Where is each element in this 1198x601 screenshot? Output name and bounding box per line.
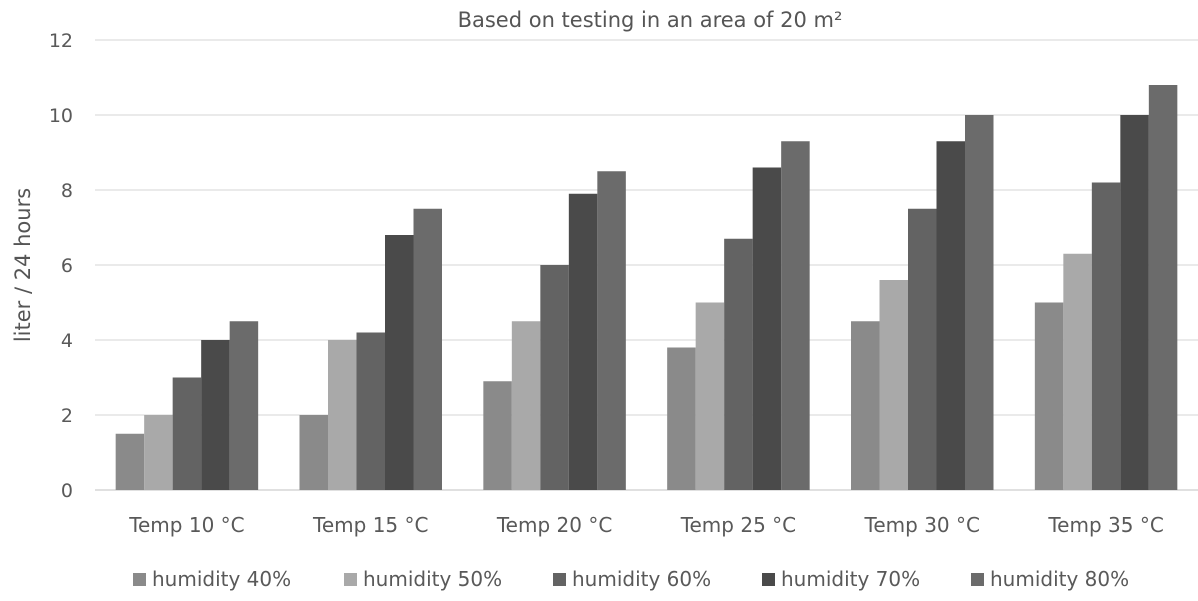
- x-tick-label: Temp 20 °C: [496, 513, 612, 537]
- bar: [568, 193, 598, 490]
- bar: [511, 321, 541, 490]
- y-tick-label: 0: [61, 480, 73, 502]
- legend-swatch: [553, 573, 566, 586]
- legend-label: humidity 70%: [781, 567, 920, 591]
- y-tick-label: 4: [61, 330, 73, 352]
- bar: [936, 141, 965, 490]
- bar: [1034, 302, 1064, 490]
- x-tick-label: Temp 35 °C: [1047, 513, 1163, 537]
- bar: [667, 347, 696, 490]
- x-tick-label: Temp 25 °C: [680, 513, 796, 537]
- bar: [1063, 253, 1092, 490]
- legend-swatch: [762, 573, 775, 586]
- x-axis-ticks: Temp 10 °C Temp 15 °C Temp 20 °C Temp 25 °C…: [128, 513, 1164, 537]
- legend-label: humidity 80%: [990, 567, 1129, 591]
- bar: [328, 340, 357, 490]
- bar: [144, 415, 173, 490]
- bar: [172, 377, 202, 490]
- bar: [201, 340, 230, 490]
- bar: [299, 415, 328, 490]
- legend-label: humidity 60%: [572, 567, 711, 591]
- y-tick-label: 8: [61, 180, 73, 202]
- legend-label: humidity 50%: [363, 567, 502, 591]
- x-tick-label: Temp 30 °C: [864, 513, 980, 537]
- bar: [781, 141, 810, 490]
- bar: [965, 115, 994, 490]
- bar: [597, 171, 626, 490]
- bar: [724, 238, 753, 490]
- legend: humidity 40% humidity 50% humidity 60% humi…: [133, 567, 1129, 591]
- chart-title: Based on testing in an area of 20 m²: [458, 8, 843, 32]
- bar: [1148, 85, 1178, 490]
- bar: [483, 381, 512, 490]
- bar: [908, 208, 937, 490]
- y-axis-label: liter / 24 hours: [11, 188, 35, 342]
- bar: [1120, 115, 1149, 490]
- bar: [695, 302, 725, 490]
- x-tick-label: Temp 10 °C: [128, 513, 244, 537]
- bar: [413, 208, 442, 490]
- bar: [540, 265, 569, 490]
- bar: [115, 433, 145, 490]
- x-tick-label: Temp 15 °C: [312, 513, 428, 537]
- legend-swatch: [971, 573, 984, 586]
- bar: [1091, 182, 1121, 490]
- bar: [851, 321, 880, 490]
- bar: [356, 332, 385, 490]
- legend-swatch: [344, 573, 357, 586]
- y-axis-ticks: 0 2 4 6 8 10 12: [49, 30, 73, 502]
- y-tick-label: 10: [49, 105, 73, 127]
- bar: [229, 321, 259, 490]
- bars: [115, 85, 1178, 490]
- gridlines: [95, 39, 1198, 491]
- y-tick-label: 2: [61, 405, 73, 427]
- bar: [385, 235, 414, 490]
- y-tick-label: 12: [49, 30, 73, 52]
- legend-label: humidity 40%: [152, 567, 291, 591]
- bar: [879, 280, 908, 490]
- y-tick-label: 6: [61, 255, 73, 277]
- legend-swatch: [133, 573, 146, 586]
- bar: [752, 167, 782, 490]
